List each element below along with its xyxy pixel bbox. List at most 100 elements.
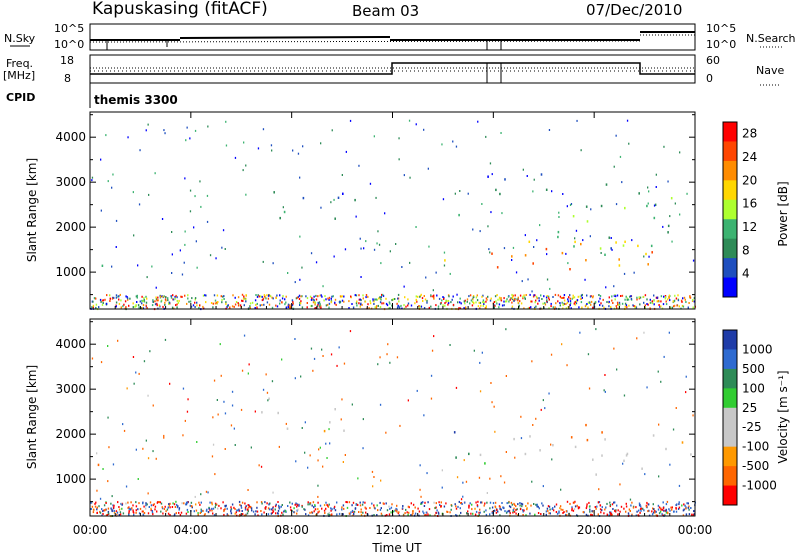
noise-cell xyxy=(326,457,328,459)
near-range-cell xyxy=(325,304,328,307)
noise-cell xyxy=(396,356,399,359)
near-range-cell xyxy=(565,513,567,516)
near-range-cell xyxy=(200,508,202,511)
near-range-cell xyxy=(450,508,452,511)
near-range-cell xyxy=(538,297,540,300)
noise-cell xyxy=(333,198,335,201)
near-range-cell xyxy=(495,300,497,303)
near-range-cell xyxy=(211,501,213,504)
noise-cell xyxy=(655,186,657,188)
near-range-cell xyxy=(209,501,211,504)
near-range-cell xyxy=(464,299,466,302)
near-range-cell xyxy=(194,306,196,308)
near-range-cell xyxy=(501,502,503,504)
noise-cell xyxy=(449,272,451,275)
near-range-cell xyxy=(569,300,572,303)
near-range-cell xyxy=(274,508,276,511)
near-range-cell xyxy=(125,295,127,298)
noise-cell xyxy=(111,186,113,189)
noise-cell xyxy=(179,249,181,252)
near-range-cell xyxy=(421,297,424,300)
echo-cell xyxy=(654,203,657,206)
echo-cell xyxy=(504,178,506,181)
near-range-cell xyxy=(244,506,247,509)
noise-cell xyxy=(574,237,576,240)
near-range-cell xyxy=(555,302,557,305)
near-range-cell xyxy=(683,296,686,299)
near-range-cell xyxy=(524,296,526,299)
near-range-cell xyxy=(662,303,665,306)
near-range-cell xyxy=(296,505,298,508)
near-range-cell xyxy=(653,508,655,511)
near-range-cell xyxy=(466,512,468,515)
near-range-cell xyxy=(311,511,314,514)
near-range-cell xyxy=(458,500,460,503)
near-range-cell xyxy=(152,299,154,302)
near-range-cell xyxy=(414,512,417,515)
near-range-cell xyxy=(634,306,636,309)
near-range-cell xyxy=(594,506,596,508)
near-range-cell xyxy=(106,514,108,516)
power-colorbar-tick: 16 xyxy=(742,197,757,211)
near-range-cell xyxy=(105,302,108,305)
noise-cell xyxy=(344,248,347,251)
near-range-cell xyxy=(168,504,170,507)
noise-cell xyxy=(567,262,569,265)
near-range-cell xyxy=(659,305,661,308)
near-range-cell xyxy=(614,509,616,512)
near-range-cell xyxy=(221,301,223,304)
near-range-cell xyxy=(230,508,233,511)
near-range-cell xyxy=(472,295,475,297)
near-range-cell xyxy=(487,295,489,298)
near-range-cell xyxy=(433,294,435,297)
near-range-cell xyxy=(685,301,687,303)
near-range-cell xyxy=(447,303,449,306)
near-range-cell xyxy=(650,301,652,304)
near-range-cell xyxy=(95,297,97,300)
near-range-cell xyxy=(264,507,266,510)
noise-cell xyxy=(117,339,119,342)
near-range-cell xyxy=(351,504,353,507)
near-range-cell xyxy=(376,514,378,516)
noise-cell xyxy=(385,431,387,434)
near-range-cell xyxy=(372,298,374,301)
noise-cell xyxy=(526,175,528,177)
near-range-cell xyxy=(536,297,538,300)
near-range-cell xyxy=(471,304,474,307)
noise-cell xyxy=(672,428,675,431)
near-range-cell xyxy=(188,300,190,303)
near-range-cell xyxy=(427,501,429,504)
noise-cell xyxy=(294,338,296,340)
near-range-cell xyxy=(433,296,435,299)
near-range-cell xyxy=(425,511,428,514)
near-range-cell xyxy=(619,510,621,513)
near-range-cell xyxy=(688,513,691,516)
echo-cell xyxy=(626,452,629,456)
near-range-cell xyxy=(311,297,313,300)
near-range-cell xyxy=(478,301,480,304)
near-range-cell xyxy=(511,305,514,308)
noise-cell xyxy=(667,180,669,183)
noise-cell xyxy=(99,497,102,500)
near-range-cell xyxy=(625,295,627,298)
near-range-cell xyxy=(179,513,182,516)
near-range-cell xyxy=(248,504,250,507)
near-range-cell xyxy=(121,503,123,506)
near-range-cell xyxy=(398,305,400,308)
noise-cell xyxy=(542,399,544,402)
near-range-cell xyxy=(668,508,670,511)
near-range-cell xyxy=(598,294,600,296)
near-range-cell xyxy=(250,506,252,508)
near-range-cell xyxy=(310,305,312,308)
noise-cell xyxy=(441,469,443,472)
near-range-cell xyxy=(200,501,202,504)
near-range-cell xyxy=(267,294,270,297)
near-range-cell xyxy=(548,298,550,301)
near-range-cell xyxy=(639,508,642,511)
noise-cell xyxy=(401,266,403,268)
near-range-cell xyxy=(123,303,125,306)
near-range-cell xyxy=(481,501,483,504)
near-range-cell xyxy=(214,502,217,505)
near-range-cell xyxy=(508,510,510,513)
near-range-cell xyxy=(152,504,154,507)
